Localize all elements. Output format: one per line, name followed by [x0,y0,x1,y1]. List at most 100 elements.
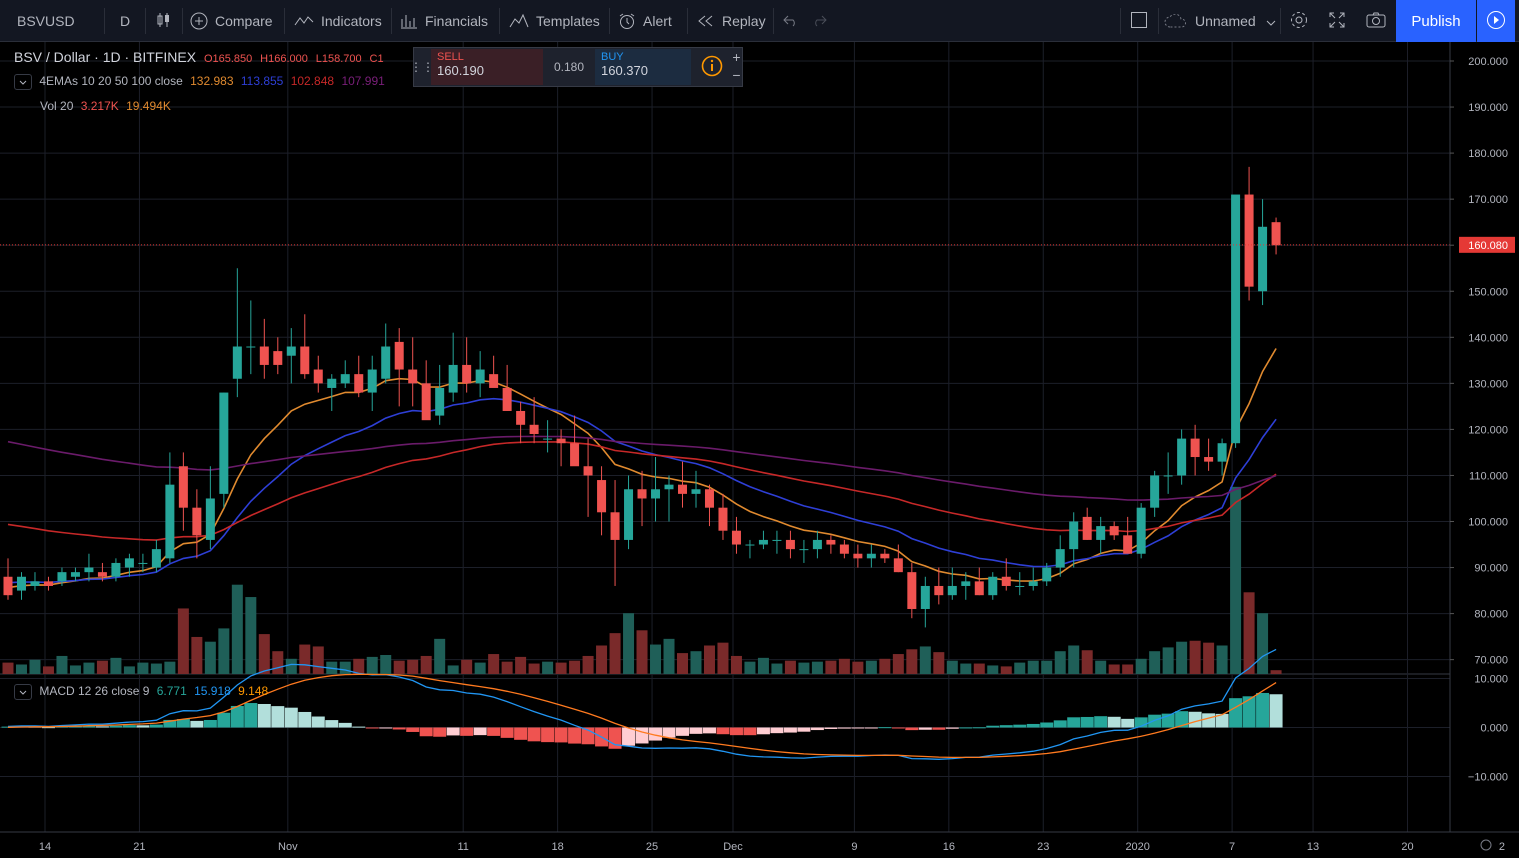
volume-bar [609,633,621,674]
candle-body [3,576,13,596]
volume-bar [879,658,891,674]
macd-histogram-bar [527,727,541,742]
macd-tick-label: 0.000 [1480,723,1508,735]
candle-body [273,351,283,365]
candle-body [920,585,930,609]
indicators-button[interactable]: Indicators [294,0,390,42]
volume-bar [461,659,473,674]
volume-value: 3.217K [80,99,119,113]
ema20-value: 113.855 [240,74,284,89]
volume-bar [434,638,446,674]
compare-label: Compare [215,13,273,29]
collapse-macd-button[interactable] [14,684,32,700]
drag-handle-icon[interactable]: ⋮⋮ [410,60,434,74]
candle-body [43,581,53,586]
undo-icon [783,13,799,30]
sell-label: SELL [437,51,464,63]
layout-name: Unnamed [1195,13,1256,29]
financials-button[interactable]: Financials [400,0,498,42]
volume-bar [555,662,567,674]
volume-bar [1095,660,1107,674]
publish-label: Publish [1411,12,1461,30]
volume-bar [177,608,189,674]
price-tick-label: 170.000 [1468,194,1508,206]
settings-button[interactable] [1286,0,1312,42]
volume-bar [946,660,958,674]
volume-bar [1270,670,1282,674]
chart-canvas[interactable]: 200.000 190.000 180.000 170.000 16 0.000 150.0… [0,42,1519,858]
price-axis-bg [1450,42,1519,858]
redo-button[interactable] [808,0,830,42]
symbol-search[interactable]: BSVUSD [0,0,104,42]
divider [182,8,183,34]
volume-bar [1000,666,1012,674]
interval-button[interactable]: D [105,0,145,42]
symbol-label: BSVUSD [17,13,75,29]
candle-body [1096,526,1106,540]
buy-button[interactable]: BUY 160.370 [595,49,691,85]
volume-bars [2,486,1282,674]
volume-bar [542,661,554,674]
interval-label: D [119,13,131,29]
candle-body [232,346,242,379]
price-axis[interactable]: 200.000190.000180.000170.000160.000150.0… [1449,42,1519,858]
divider [687,8,688,34]
sell-button[interactable]: SELL 160.190 [431,49,543,85]
volume-bar [973,663,985,674]
publish-options-button[interactable] [1477,0,1515,42]
fullscreen-select-button[interactable] [1126,0,1152,42]
macd-histogram-bar [1094,716,1108,728]
macd-histogram-bar [662,727,676,738]
templates-button[interactable]: Templates [509,0,609,42]
volume-bar [96,660,108,674]
chart-style-button[interactable] [146,0,182,42]
volume-ma-value: 19.494K [126,99,171,113]
time-tick-label: 9 [851,841,857,853]
candles-icon [155,11,173,32]
candle-body [178,466,188,508]
macd-histogram-bar [918,727,932,730]
volume-bar [528,663,540,674]
macd-histogram-bar [756,727,770,735]
candle-body [758,539,768,545]
candle-body [1015,585,1025,587]
ema-lines [7,348,1277,589]
candle-body [30,581,40,586]
snapshot-button[interactable] [1362,0,1390,42]
macd-histogram-bar [1107,716,1121,728]
buy-sell-panel: ⋮⋮ SELL 160.190 0.180 BUY 160.370 + − [410,47,743,87]
volume-bar [272,651,284,674]
compare-button[interactable]: Compare [190,0,282,42]
candle-body [70,572,80,577]
fullscreen-button[interactable] [1324,0,1350,42]
buy-label: BUY [601,51,624,63]
candle-body [1217,443,1227,462]
quantity-stepper[interactable]: + − [730,48,743,86]
candle-body [597,480,607,513]
volume-bar [596,645,608,674]
volume-bar [987,665,999,674]
candle-body [893,558,903,573]
info-button[interactable] [694,49,730,85]
alarm-clock-icon [618,12,636,30]
time-tick-label: 18 [551,841,563,853]
collapse-legend-button[interactable] [14,74,32,90]
volume-bar [312,646,324,674]
candle-body [853,553,863,559]
volume-bar [164,661,176,674]
alert-button[interactable]: Alert [618,0,684,42]
macd-histogram-bar [68,726,82,728]
publish-button[interactable]: Publish [1396,0,1476,42]
replay-button[interactable]: Replay [697,0,771,42]
macd-histogram-bar [433,727,447,737]
increase-button[interactable]: + [732,49,741,65]
time-axis[interactable]: 14 21 Nov 11 18 25 Dec 9 16 23 2020 7 13 20 2 [0,831,1519,853]
layout-menu-button[interactable]: Unnamed [1164,0,1276,42]
candle-body [219,392,229,494]
macd-histogram-bar [986,725,1000,728]
decrease-button[interactable]: − [732,67,741,83]
candle-body [866,553,876,559]
undo-button[interactable] [780,0,802,42]
macd-histogram-bar [392,727,406,730]
indicators-icon [294,13,314,29]
